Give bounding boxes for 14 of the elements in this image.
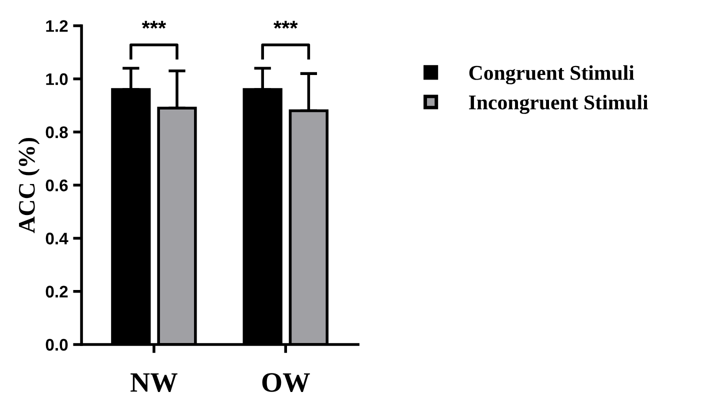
y-tick-label: 0.6: [46, 180, 68, 192]
x-tick-label: NW: [130, 373, 178, 392]
annotation: ***: [274, 20, 298, 29]
y-axis-title: ACC (%): [18, 138, 40, 234]
y-tick-label: 0.2: [46, 286, 68, 298]
y-tick-label: 0.0: [46, 338, 68, 351]
annotation: ***: [142, 20, 166, 29]
y-tick-label: 1.0: [46, 73, 68, 86]
x-tick-label: OW: [262, 373, 310, 392]
legend-label: Incongruent Stimuli: [469, 94, 648, 114]
y-tick-label: 1.2: [46, 20, 68, 32]
y-tick-label: 0.4: [46, 232, 68, 244]
legend-label: Congruent Stimuli: [469, 65, 634, 84]
y-tick-label: 0.8: [46, 126, 68, 138]
